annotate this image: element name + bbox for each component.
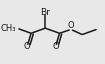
Text: O: O [68,21,74,30]
Text: Br: Br [40,8,50,17]
Text: CH₃: CH₃ [1,24,16,33]
Text: O: O [52,42,59,51]
Text: O: O [24,42,31,51]
